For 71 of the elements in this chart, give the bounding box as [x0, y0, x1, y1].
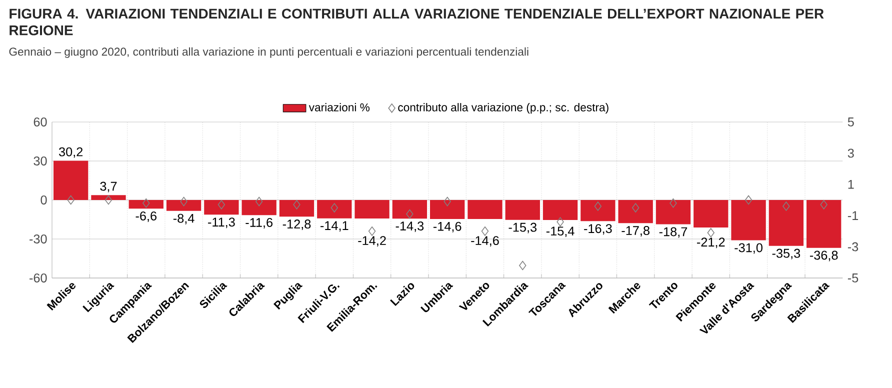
bar — [694, 200, 728, 228]
legend-label: variazioni % — [308, 103, 370, 112]
point — [519, 260, 526, 270]
bar — [279, 200, 314, 217]
data-label: -6,6 — [136, 212, 156, 222]
bar — [580, 200, 616, 222]
bar — [731, 200, 766, 240]
bar — [317, 200, 352, 218]
bar — [468, 200, 502, 219]
bar — [54, 160, 88, 200]
point — [782, 202, 790, 211]
bar — [542, 200, 578, 220]
data-label: -14,6 — [471, 236, 499, 247]
y-tick-label: 30 — [34, 156, 47, 166]
data-label: -8,4 — [173, 214, 194, 224]
point — [744, 195, 752, 205]
data-label: -11,3 — [208, 218, 235, 228]
y2-tick-label: -3 — [848, 242, 858, 252]
point — [670, 198, 677, 208]
bar — [618, 200, 653, 224]
data-label: -14,3 — [396, 222, 424, 232]
data-label: -17,8 — [622, 226, 650, 237]
data-label: -16,3 — [584, 224, 612, 235]
data-label: -14,6 — [433, 222, 462, 232]
data-label: -21,2 — [697, 238, 725, 248]
point — [556, 217, 564, 226]
data-label: -12,8 — [282, 220, 311, 230]
legend-label: contributo alla variazione (p.p.; sc. destra) — [398, 103, 608, 114]
y2-tick-label: -1 — [848, 211, 858, 220]
data-label: 3,7 — [100, 182, 117, 192]
point — [444, 196, 451, 206]
y-tick-label: -60 — [30, 274, 47, 282]
data-label: -11,6 — [246, 218, 272, 228]
bar — [392, 200, 428, 219]
data-label: -35,3 — [772, 248, 800, 260]
data-label: -15,4 — [546, 226, 574, 238]
point — [481, 226, 489, 236]
y-tick-label: -30 — [30, 234, 47, 244]
bar — [242, 200, 276, 216]
point — [142, 198, 150, 208]
y2-tick-label: 3 — [848, 148, 854, 158]
point — [255, 196, 263, 206]
data-label: -18,7 — [659, 227, 688, 238]
bar — [768, 200, 804, 246]
bar — [656, 200, 691, 224]
point — [368, 226, 376, 236]
bar — [430, 200, 465, 219]
bar — [128, 200, 164, 209]
point — [104, 195, 112, 205]
bar — [505, 200, 540, 220]
chart-title: FIGURA 4. VARIAZIONI TENDENZIALI E CONTRIBUTI ALLA VARIAZIONE TENDENZIALE DELL’EXPORT NAZIONALE PER REGIONE — [10, 8, 824, 36]
data-label: -14,2 — [358, 236, 386, 247]
data-label: 30,2 — [58, 147, 83, 158]
y2-tick-label: 1 — [848, 180, 854, 189]
y-tick-label: 60 — [34, 118, 47, 126]
data-label: -15,3 — [508, 222, 537, 234]
data-label: -36,8 — [810, 250, 838, 262]
point — [67, 195, 74, 205]
y2-tick-label: -5 — [848, 274, 858, 282]
data-label: -31,0 — [734, 243, 762, 254]
bar — [354, 200, 390, 218]
y2-tick-label: 5 — [848, 118, 854, 126]
bar — [204, 200, 239, 215]
bar — [91, 195, 126, 200]
chart-subtitle: Gennaio – giugno 2020, contributi alla variazione in punti percentuali e variazioni percentuali tendenziali — [9, 47, 528, 58]
y-tick-label: 0 — [40, 196, 47, 204]
point — [707, 228, 714, 238]
point — [820, 200, 828, 210]
bar — [806, 200, 842, 248]
bar — [166, 200, 202, 211]
data-label: -14,1 — [320, 221, 348, 232]
